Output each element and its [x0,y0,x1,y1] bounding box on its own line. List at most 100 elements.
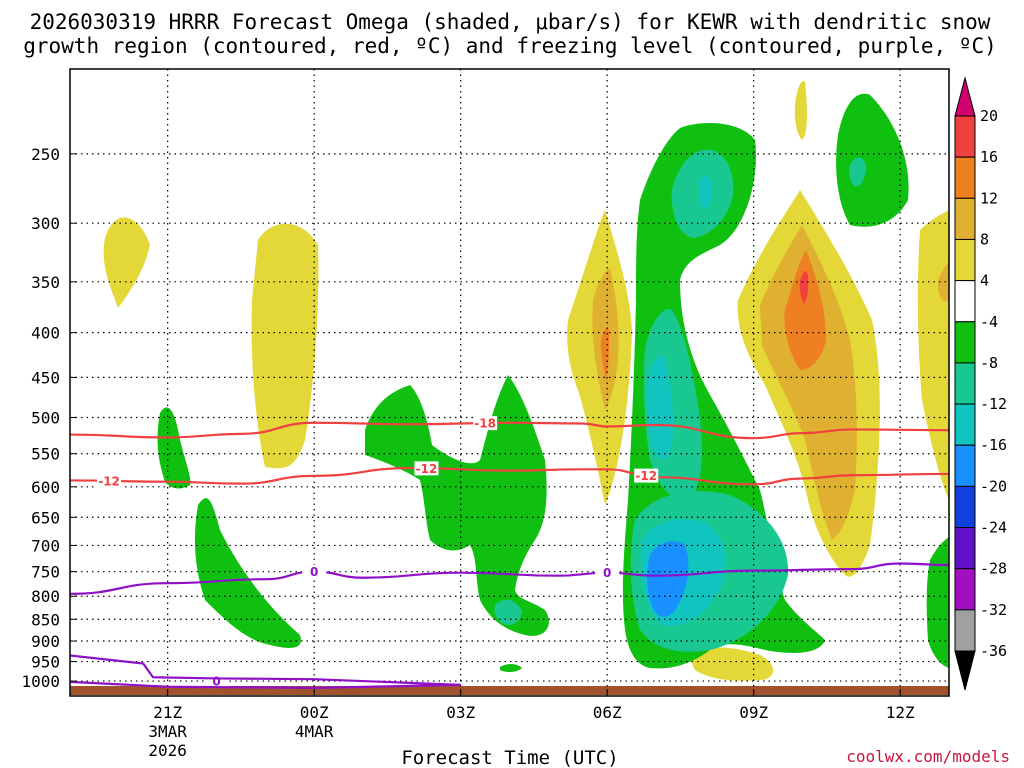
omega-negative-region [157,407,191,489]
colorbar-swatch [954,568,976,611]
contour-label: -18 [474,417,496,431]
colorbar-label: 8 [980,230,989,248]
contour-label: 0 [603,566,611,580]
x-axis-title: Forecast Time (UTC) [401,747,618,768]
contour-label: 0 [310,565,318,579]
colorbar-label: -28 [980,560,1007,578]
omega-negative-region [647,355,674,460]
colorbar-swatch [954,321,976,364]
y-axis: 250 300 350 400 450 500 550 600 650 700 750 800 850 9… [21,145,77,691]
y-tick-label: 1000 [21,672,60,691]
omega-positive-region [799,270,809,304]
colorbar-label: 20 [980,107,998,125]
colorbar-label: -4 [980,313,998,331]
y-tick-label: 750 [31,563,60,582]
y-tick-label: 950 [31,653,60,672]
colorbar-swatch [954,362,976,405]
omega-negative-region [365,375,549,636]
colorbar-label: -24 [980,519,1007,537]
contour-label-bg [97,473,122,488]
x-tick-sublabel: 4MAR [295,722,334,741]
omega-positive-region [103,217,150,308]
contour-label: -12 [635,469,657,483]
colorbar-swatch [954,280,976,323]
contour-label-bg [414,461,439,476]
colorbar-label: -32 [980,601,1007,619]
y-tick-label: 350 [31,273,60,292]
omega-negative-region [494,599,522,625]
x-tick-label: 06Z [593,703,622,722]
omega-shading [103,80,949,681]
colorbar-swatch [954,444,976,487]
y-tick-label: 400 [31,324,60,343]
x-tick-label: 00Z [300,703,329,722]
omega-negative-region [849,157,866,187]
colorbar-label: 16 [980,148,998,166]
contour-label-bg [595,565,620,580]
colorbar-label: 12 [980,189,998,207]
contour--18 [70,421,949,440]
omega-positive-region [251,223,319,469]
colorbar-swatch [954,197,976,240]
colorbar-label: -16 [980,436,1007,454]
contour-label-bg [473,416,498,431]
x-tick-sublabel: 3MAR [148,722,187,741]
site-credit[interactable]: coolwx.com/models [846,747,1010,766]
ground-surface [70,686,949,695]
omega-negative-region [647,541,689,617]
colorbar-swatch [954,609,976,652]
omega-positive-region [784,250,826,370]
x-tick-label: 09Z [739,703,768,722]
colorbar-label: 4 [980,272,989,290]
omega-negative-region [500,664,522,673]
y-tick-label: 700 [31,536,60,555]
omega-positive-region [691,647,774,681]
contour-0-surface-branch [70,654,461,686]
chart-title-line2: growth region (contoured, red, ºC) and f… [23,34,997,58]
colorbar-swatch [954,156,976,199]
colorbar-label: -20 [980,477,1007,495]
colorbar-swatch [954,485,976,529]
y-tick-label: 800 [31,587,60,606]
colorbar-swatch [954,403,976,446]
colorbar-label: -12 [980,395,1007,413]
contour-0 [70,562,949,595]
contour-0-lower-branch [70,680,461,689]
contour-label: -12 [98,474,120,488]
colorbar-label: -36 [980,642,1007,660]
y-tick-label: 550 [31,445,60,464]
x-tick-label: 03Z [446,703,475,722]
colorbar-swatch [954,238,976,282]
omega-negative-region [926,537,949,668]
plot-frame [69,68,950,697]
y-tick-label: 600 [31,478,60,497]
grid-lines [70,69,949,696]
omega-negative-region [836,93,909,227]
y-tick-label: 650 [31,508,60,527]
x-tick-sublabel: 2026 [148,741,187,760]
omega-positive-region [760,225,857,540]
omega-positive-region [794,80,807,140]
colorbar-swatch [954,115,976,158]
y-tick-label: 850 [31,610,60,629]
omega-positive-region [938,262,949,302]
colorbar: 20 16 12 8 4 -4 -8 -12 -16 -20 -24 -28 -32 -36 [954,76,1007,691]
contour-label: -12 [416,462,438,476]
contour-lines: -18 -12 -12 -12 0 0 0 [70,416,949,689]
contour-label: 0 [212,675,220,689]
y-tick-label: 250 [31,145,60,164]
chart-title-line1: 2026030319 HRRR Forecast Omega (shaded, … [30,10,991,34]
y-tick-label: 500 [31,408,60,427]
omega-positive-region [917,210,949,500]
colorbar-label: -8 [980,354,998,372]
x-tick-label: 12Z [886,703,915,722]
colorbar-top-arrow [954,76,976,117]
omega-negative-region [698,175,712,210]
x-tick-label: 21Z [153,703,182,722]
colorbar-swatch [954,527,976,570]
colorbar-bottom-arrow [954,650,976,691]
contour--12 [70,466,949,486]
y-tick-label: 300 [31,214,60,233]
